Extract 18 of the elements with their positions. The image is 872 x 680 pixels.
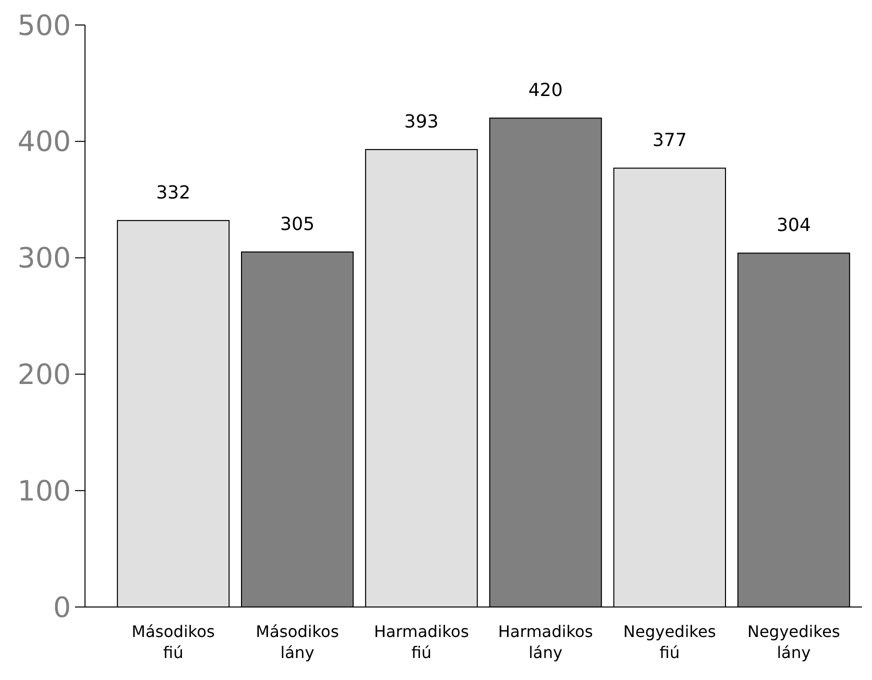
data-label: 304 (776, 215, 811, 236)
y-tick-label: 300 (18, 242, 71, 275)
x-tick-label: Másodikos lány (256, 622, 339, 662)
x-tick-label: Harmadikos lány (498, 622, 594, 662)
data-label: 420 (528, 80, 563, 102)
y-tick-label: 200 (18, 358, 71, 391)
y-tick-label: 100 (18, 474, 71, 508)
data-label: 393 (404, 112, 439, 133)
y-tick-label: 0 (53, 590, 71, 624)
y-tick-label: 500 (18, 8, 71, 42)
x-tick-label: Harmadikos fiú (374, 622, 469, 662)
data-label: 305 (280, 214, 315, 235)
x-tick-label: Másodikos fiú (132, 622, 215, 662)
x-tick-label: Negyedikes lány (747, 622, 840, 662)
data-label: 377 (652, 130, 687, 152)
y-tick-label: 400 (18, 125, 71, 158)
x-tick-label: Negyedikes fiú (623, 622, 716, 662)
data-label: 332 (156, 182, 190, 204)
